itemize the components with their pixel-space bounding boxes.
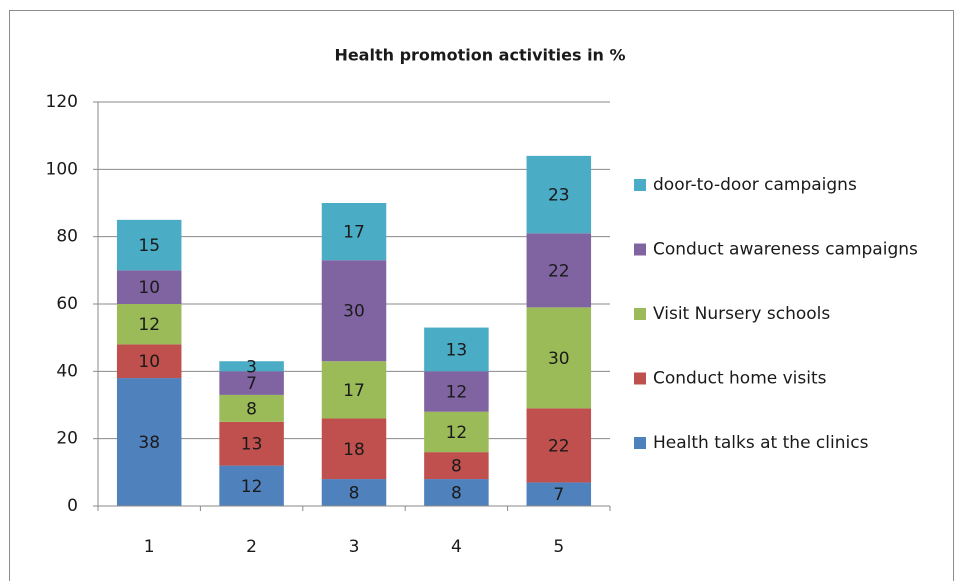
bar-segment <box>219 465 284 506</box>
bar-segment <box>116 378 182 506</box>
data-label: 17 <box>343 223 365 243</box>
legend-swatch <box>634 243 646 256</box>
data-label: 12 <box>446 423 468 443</box>
legend-swatch <box>634 437 646 449</box>
bar-segment <box>321 203 387 261</box>
bar-segment <box>526 233 592 308</box>
y-tick-label: 120 <box>46 92 78 112</box>
data-label: 12 <box>138 315 160 335</box>
legend-label: Visit Nursery schools <box>653 304 830 324</box>
bar-segment <box>116 344 182 379</box>
x-tick-label: 2 <box>246 537 257 557</box>
x-tick-label: 4 <box>451 537 462 557</box>
legend-label: Health talks at the clinics <box>653 433 869 453</box>
data-label: 8 <box>349 484 360 504</box>
data-label: 3 <box>246 357 257 377</box>
bar-segment <box>424 479 489 506</box>
data-label: 30 <box>343 302 365 322</box>
data-label: 15 <box>138 236 160 256</box>
data-label: 23 <box>548 186 570 206</box>
legend-label: Conduct home visits <box>653 369 827 389</box>
bar-segment <box>116 270 182 304</box>
data-label: 10 <box>138 278 160 298</box>
bar-segment <box>219 371 284 395</box>
x-tick-label: 5 <box>553 537 564 557</box>
y-tick-label: 20 <box>56 429 78 449</box>
data-label: 7 <box>553 485 564 505</box>
y-tick-label: 0 <box>67 496 78 516</box>
data-label: 13 <box>241 435 263 455</box>
y-tick-label: 100 <box>46 159 78 179</box>
bar-segment <box>219 421 284 466</box>
bar-segment <box>321 260 387 362</box>
data-label: 8 <box>246 399 257 419</box>
data-label: 7 <box>246 374 257 394</box>
bar-segment <box>219 394 284 422</box>
bar-segment <box>424 452 489 480</box>
legend-label: Conduct awareness campaigns <box>653 240 918 260</box>
data-label: 38 <box>138 433 160 453</box>
data-label: 22 <box>548 261 570 281</box>
bar-segment <box>526 155 592 234</box>
data-label: 12 <box>241 477 263 497</box>
chart-title: Health promotion activities in % <box>334 46 625 65</box>
bar-segment <box>424 411 489 453</box>
data-label: 17 <box>343 381 365 401</box>
legend-label: door-to-door campaigns <box>653 175 857 195</box>
bar-segment <box>321 361 387 419</box>
y-tick-label: 40 <box>56 361 78 381</box>
x-tick-label: 1 <box>144 537 155 557</box>
y-tick-label: 60 <box>56 294 78 314</box>
bar-segment <box>321 418 387 480</box>
bar-segment <box>321 479 387 506</box>
x-tick-label: 3 <box>349 537 360 557</box>
bar-segment <box>424 371 489 412</box>
bar-segment <box>116 219 182 271</box>
bar-segment <box>116 304 182 345</box>
data-label: 22 <box>548 436 570 456</box>
data-label: 12 <box>446 383 468 403</box>
data-label: 13 <box>446 340 468 360</box>
data-label: 30 <box>548 349 570 369</box>
legend-swatch <box>634 179 646 191</box>
data-label: 18 <box>343 440 365 460</box>
y-tick-label: 80 <box>56 227 78 247</box>
bar-segment <box>219 361 284 372</box>
bar-segment <box>526 307 592 409</box>
data-label: 8 <box>451 457 462 477</box>
data-label: 8 <box>451 484 462 504</box>
bar-segment <box>526 408 592 483</box>
data-label: 10 <box>138 352 160 372</box>
bar-segment <box>526 482 592 506</box>
legend-swatch <box>634 308 646 320</box>
bar-segment <box>424 327 489 372</box>
legend-swatch <box>634 372 646 385</box>
